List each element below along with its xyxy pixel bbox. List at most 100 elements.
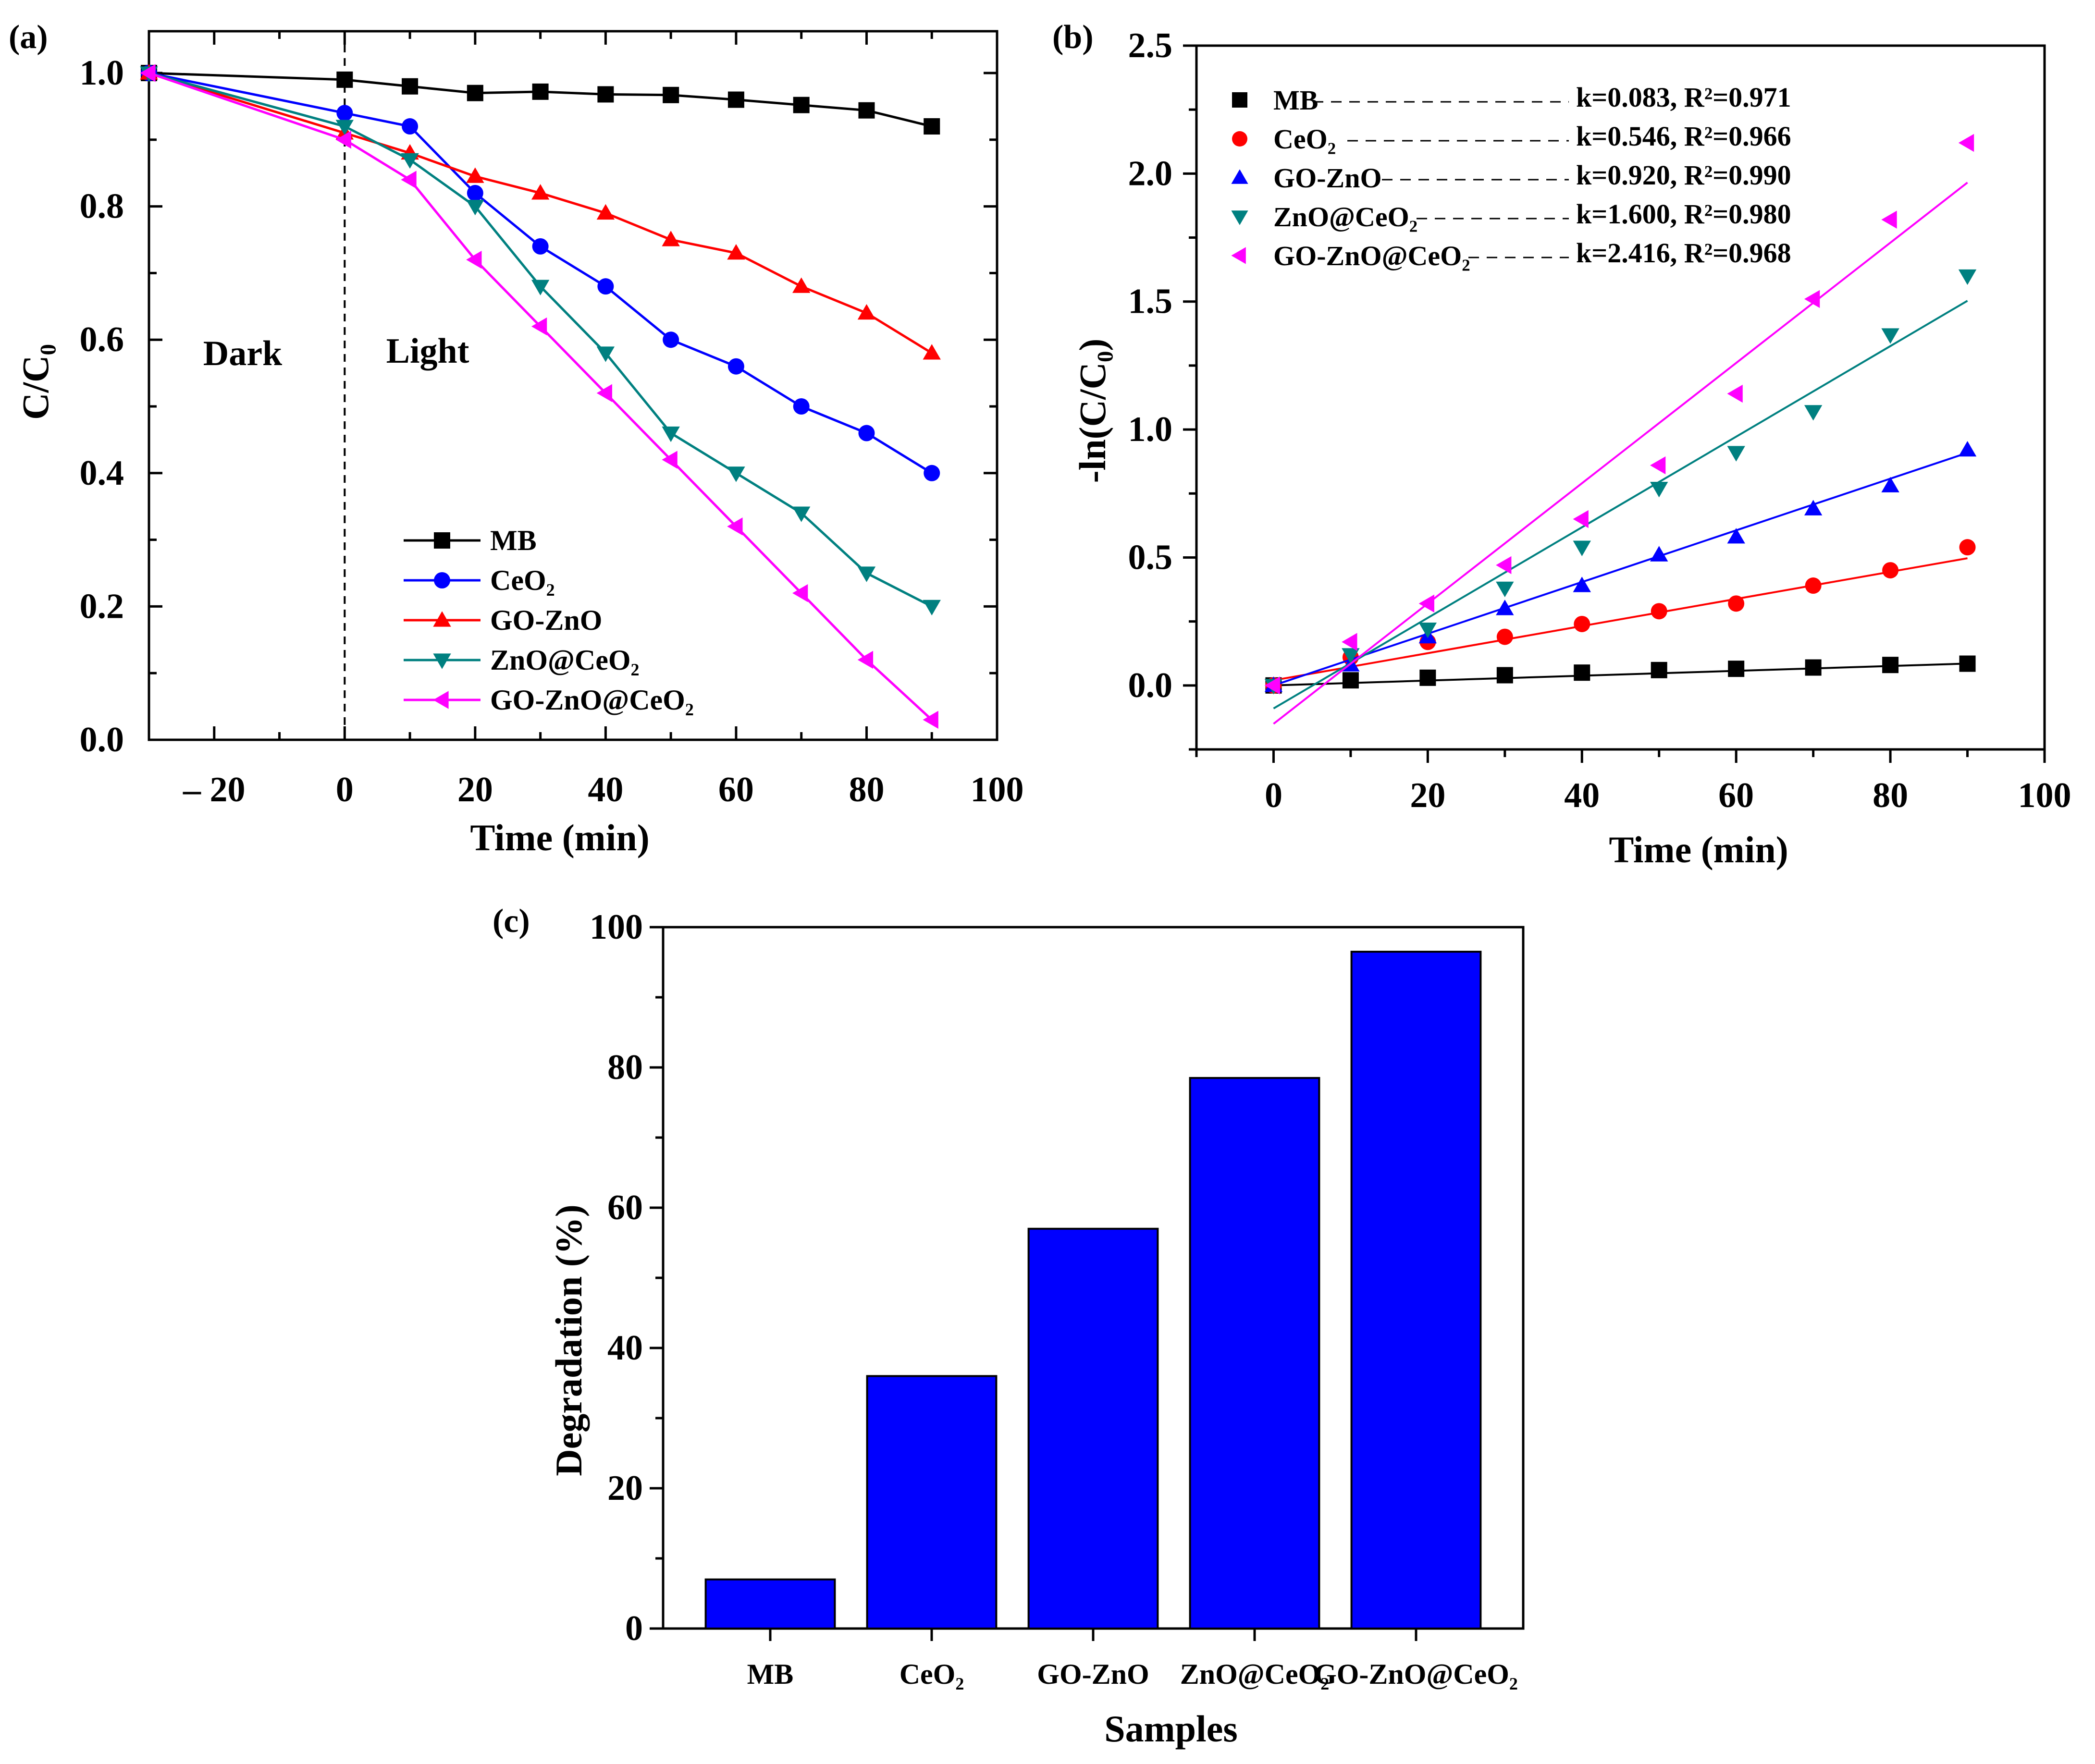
panel-a-dark-label: Dark	[203, 334, 283, 373]
panel-a-legend-label-go-zno-ceo: GO-ZnO@CeO₂	[490, 684, 694, 716]
panel-c-y-tick-label: 100	[590, 907, 643, 947]
panel-c-y-tick-label: 20	[607, 1469, 643, 1508]
panel-a-y-tick-label: 0.8	[80, 187, 124, 226]
panel-c-label: (c)	[493, 903, 530, 940]
panel-b-legend-label-mb: MB	[1273, 85, 1318, 116]
panel-b-point-mb	[1342, 672, 1359, 689]
panel-b-x-tick-label: 40	[1564, 776, 1600, 815]
panel-a-point-mb	[663, 86, 679, 103]
panel-a-point-mb	[597, 86, 614, 103]
panel-a-point-go-zno-ceo	[596, 384, 612, 402]
panel-b-point-go-zno-ceo	[1881, 210, 1897, 229]
panel-b-point-go-zno-ceo	[1342, 633, 1357, 651]
panel-c-bar-go-zno-ceo	[1350, 951, 1482, 1629]
panel-b-legend-marker-ceo	[1232, 131, 1247, 147]
panel-a-point-zno-ceo	[596, 346, 615, 362]
panel-b-y-tick-label: 1.5	[1128, 282, 1173, 321]
panel-b-legend-marker-go-zno-ceo	[1231, 247, 1246, 264]
panel-a-point-ceo	[858, 425, 875, 441]
panel-c-y-tick-label: 40	[607, 1328, 643, 1368]
panel-a-point-mb	[336, 71, 353, 88]
panel-b-x-tick-label: 60	[1718, 776, 1754, 815]
panel-a-point-go-zno	[727, 244, 745, 260]
panel-b-point-zno-ceo	[1418, 623, 1437, 638]
panel-a-y-tick-label: 0.4	[80, 453, 124, 493]
panel-a-point-ceo	[402, 118, 419, 135]
panel-b-fit-line-ceo	[1273, 557, 1968, 682]
panel-b-point-go-zno	[1727, 528, 1745, 544]
panel-a-point-go-zno-ceo	[923, 710, 938, 729]
panel-c-y-tick-label: 60	[607, 1188, 643, 1227]
panel-c-x-axis-title: Samples	[1104, 1708, 1237, 1750]
panel-b-point-zno-ceo	[1958, 269, 1977, 285]
panel-b-legend-marker-go-zno	[1231, 169, 1248, 184]
panel-a-point-mb	[793, 97, 810, 113]
panel-c-x-tick-label-go-zno: GO-ZnO	[1037, 1658, 1149, 1690]
panel-a-point-go-zno-ceo	[531, 317, 547, 336]
panel-a-point-ceo	[727, 358, 744, 375]
panel-a-point-go-zno	[596, 204, 615, 220]
panel-b-point-zno-ceo	[1342, 648, 1360, 664]
panel-b-point-go-zno-ceo	[1418, 594, 1434, 613]
panel-b-point-go-zno-ceo	[1958, 134, 1974, 152]
panel-b-fit-line-mb	[1273, 662, 1968, 686]
panel-a-point-zno-ceo	[335, 120, 354, 135]
panel-a-legend-marker-zno-ceo	[433, 653, 451, 669]
panel-b-fit-text-go-zno-ceo: k=2.416, R²=0.968	[1576, 237, 1791, 269]
panel-b-y-tick-label: 2.0	[1128, 154, 1173, 193]
panel-b-point-zno-ceo	[1650, 482, 1668, 498]
panel-a-legend-label-ceo: CeO₂	[490, 564, 555, 596]
panel-c-x-tick-label-zno-ceo: ZnO@CeO₂	[1180, 1658, 1330, 1690]
panel-b-fit-text-go-zno: k=0.920, R²=0.990	[1576, 159, 1791, 191]
panel-b-y-tick-label: 1.0	[1128, 410, 1173, 449]
panel-b-point-go-zno	[1958, 441, 1977, 457]
panel-b-point-ceo	[1574, 615, 1590, 632]
panel-b-y-tick-label: 2.5	[1128, 26, 1173, 65]
panel-a-plot-area: – 20 0 20 40 60 80 100 0.0 0.2 0.4 0.6 0.8 1.0 Dark Li…	[80, 30, 1024, 809]
panel-b-point-zno-ceo	[1573, 540, 1591, 556]
panel-c-y-tick-label: 0	[625, 1609, 643, 1648]
panel-a-light-label: Light	[386, 331, 469, 371]
panel-a-point-go-zno-ceo	[335, 131, 351, 149]
panel-a-point-zno-ceo	[923, 600, 941, 616]
panel-a-legend-label-mb: MB	[490, 525, 537, 556]
panel-a-point-go-zno-ceo	[662, 451, 678, 469]
panel-a-point-go-zno	[923, 344, 941, 360]
panel-b-point-go-zno-ceo	[1804, 290, 1820, 308]
panel-a-point-go-zno-ceo	[792, 584, 808, 602]
panel-b-point-ceo	[1651, 603, 1667, 620]
panel-c-x-tick-label-ceo: CeO₂	[900, 1658, 964, 1690]
panel-c-bar-mb	[704, 1578, 836, 1630]
panel-a-y-axis-title: C/C₀	[14, 344, 56, 420]
panel-b-y-axis-title: -ln(C/C₀)	[1072, 339, 1113, 483]
panel-b-point-go-zno	[1881, 477, 1899, 492]
panel-b-fit-line-zno-ceo	[1273, 300, 1968, 710]
panel-b-legend-label-go-zno-ceo: GO-ZnO@CeO₂	[1273, 240, 1470, 271]
panel-a-line-chart: (a) – 20 0 20 40 60 80 100 0.0 0.2 0.4 0.6 0.8 1.0 Da…	[9, 19, 1024, 858]
panel-a-point-zno-ceo	[662, 426, 680, 442]
panel-b-point-mb	[1496, 667, 1513, 684]
panel-c-x-tick-label-mb: MB	[747, 1658, 794, 1690]
panel-b-point-ceo	[1959, 539, 1976, 556]
panel-b-point-mb	[1882, 657, 1899, 674]
panel-a-legend-marker-ceo	[434, 572, 450, 588]
panel-a-point-mb	[467, 85, 483, 101]
panel-b-point-go-zno	[1496, 600, 1514, 615]
panel-a-point-ceo	[532, 238, 549, 255]
panel-a-point-ceo	[597, 278, 614, 295]
panel-a-y-tick-label: 0.0	[80, 720, 124, 760]
panel-a-point-zno-ceo	[466, 200, 484, 216]
panel-a-point-mb	[402, 78, 419, 95]
panel-b-legend-label-ceo: CeO₂	[1273, 123, 1336, 155]
panel-b-point-go-zno-ceo	[1573, 510, 1589, 528]
panel-a-legend-label-go-zno: GO-ZnO	[490, 604, 602, 636]
panel-a-x-axis-title: Time (min)	[470, 817, 649, 858]
panel-b-point-zno-ceo	[1496, 581, 1514, 598]
panel-a-point-ceo	[467, 184, 483, 201]
panel-b-kinetics-chart: (b) 0 20 40 60 80 100 0.0 0.5 1.0 1.5 2.0 2.5 MB k=0.…	[1052, 19, 2071, 870]
panel-a-point-go-zno-ceo	[466, 250, 482, 269]
panel-b-fit-text-mb: k=0.083, R²=0.971	[1576, 82, 1791, 113]
panel-a-x-tick-label: 0	[336, 770, 354, 809]
panel-b-point-go-zno-ceo	[1496, 556, 1512, 575]
